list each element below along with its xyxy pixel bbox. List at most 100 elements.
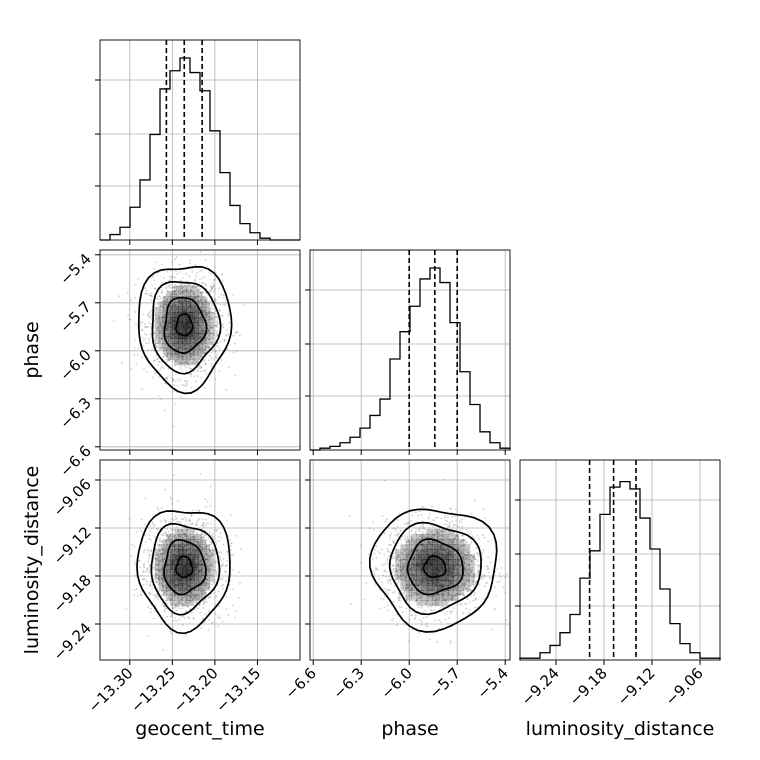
sample-point: [191, 286, 194, 289]
sample-point: [401, 611, 404, 614]
sample-point: [453, 580, 455, 582]
sample-point: [187, 284, 190, 286]
sample-point: [465, 565, 468, 568]
sample-point: [190, 341, 193, 343]
sample-point: [446, 551, 449, 554]
sample-point: [447, 589, 449, 592]
sample-point: [393, 552, 396, 555]
sample-point: [185, 634, 188, 637]
sample-point: [476, 560, 479, 563]
contour-line: [163, 296, 208, 354]
sample-point: [202, 591, 204, 594]
sample-point: [399, 560, 402, 562]
sample-point: [169, 307, 172, 310]
sample-point: [176, 530, 179, 533]
sample-point: [204, 299, 207, 302]
sample-point: [217, 536, 220, 539]
sample-point: [142, 578, 145, 581]
sample-point: [187, 616, 190, 618]
sample-point: [193, 370, 195, 373]
density-cell: [190, 590, 195, 596]
sample-point: [166, 578, 169, 581]
sample-point: [410, 596, 413, 598]
density-cell: [170, 544, 175, 550]
sample-point: [201, 593, 204, 596]
sample-point: [385, 562, 388, 565]
sample-point: [202, 603, 204, 606]
sample-point: [148, 537, 150, 540]
sample-point: [160, 555, 163, 558]
sample-point: [215, 315, 218, 318]
sample-point: [382, 598, 385, 601]
sample-point: [159, 553, 162, 555]
sample-point: [166, 326, 169, 329]
sample-point: [229, 580, 232, 582]
sample-point: [466, 588, 469, 591]
sample-point: [165, 349, 168, 352]
sample-point: [199, 367, 202, 370]
density-cell: [178, 285, 183, 292]
sample-point: [444, 514, 447, 517]
sample-point: [176, 348, 179, 350]
sample-point: [155, 354, 158, 357]
gridlines: [100, 40, 300, 240]
sample-point: [207, 629, 210, 632]
sample-point: [170, 540, 173, 543]
sample-point: [170, 527, 173, 530]
sample-point: [137, 347, 140, 350]
sample-point: [203, 574, 205, 576]
sample-point: [172, 474, 175, 476]
sample-point: [166, 564, 169, 567]
sample-point: [410, 552, 413, 555]
sample-point: [199, 292, 202, 294]
sample-point: [211, 327, 213, 330]
sample-point: [202, 310, 205, 313]
sample-point: [142, 564, 145, 567]
sample-point: [466, 541, 468, 544]
sample-point: [161, 292, 163, 295]
sample-point: [471, 599, 474, 602]
sample-point: [186, 534, 188, 537]
sample-point: [451, 598, 454, 601]
sample-point: [461, 539, 464, 541]
sample-point: [470, 576, 473, 579]
sample-point: [183, 353, 186, 356]
sample-point: [175, 589, 178, 592]
sample-point: [157, 332, 160, 335]
sample-point: [204, 584, 207, 587]
sample-point: [396, 551, 399, 554]
sample-point: [166, 599, 168, 602]
sample-point: [192, 547, 195, 550]
sample-point: [422, 544, 424, 546]
sample-point: [216, 320, 219, 322]
sample-point: [183, 360, 186, 363]
density-cell: [201, 549, 207, 555]
sample-point: [158, 376, 161, 378]
sample-point: [182, 286, 185, 289]
sample-point: [167, 581, 170, 583]
sample-point: [182, 545, 185, 548]
sample-point: [162, 566, 164, 569]
sample-point: [174, 603, 177, 606]
sample-point: [155, 580, 158, 583]
sample-point: [214, 316, 217, 319]
sample-point: [149, 593, 152, 595]
sample-point: [431, 603, 434, 606]
sample-point: [447, 589, 450, 592]
sample-point: [198, 330, 201, 333]
sample-point: [175, 620, 178, 622]
sample-point: [214, 613, 217, 616]
sample-point: [189, 375, 192, 378]
sample-point: [200, 298, 202, 301]
sample-point: [162, 534, 164, 537]
sample-point: [405, 571, 408, 574]
sample-point: [181, 292, 184, 295]
sample-point: [179, 591, 182, 594]
density-cell: [154, 327, 160, 334]
density-cell: [190, 579, 195, 586]
sample-point: [402, 558, 404, 561]
sample-point: [392, 564, 395, 567]
sample-point: [168, 575, 171, 578]
density-cell: [190, 301, 195, 308]
sample-point: [168, 334, 171, 336]
